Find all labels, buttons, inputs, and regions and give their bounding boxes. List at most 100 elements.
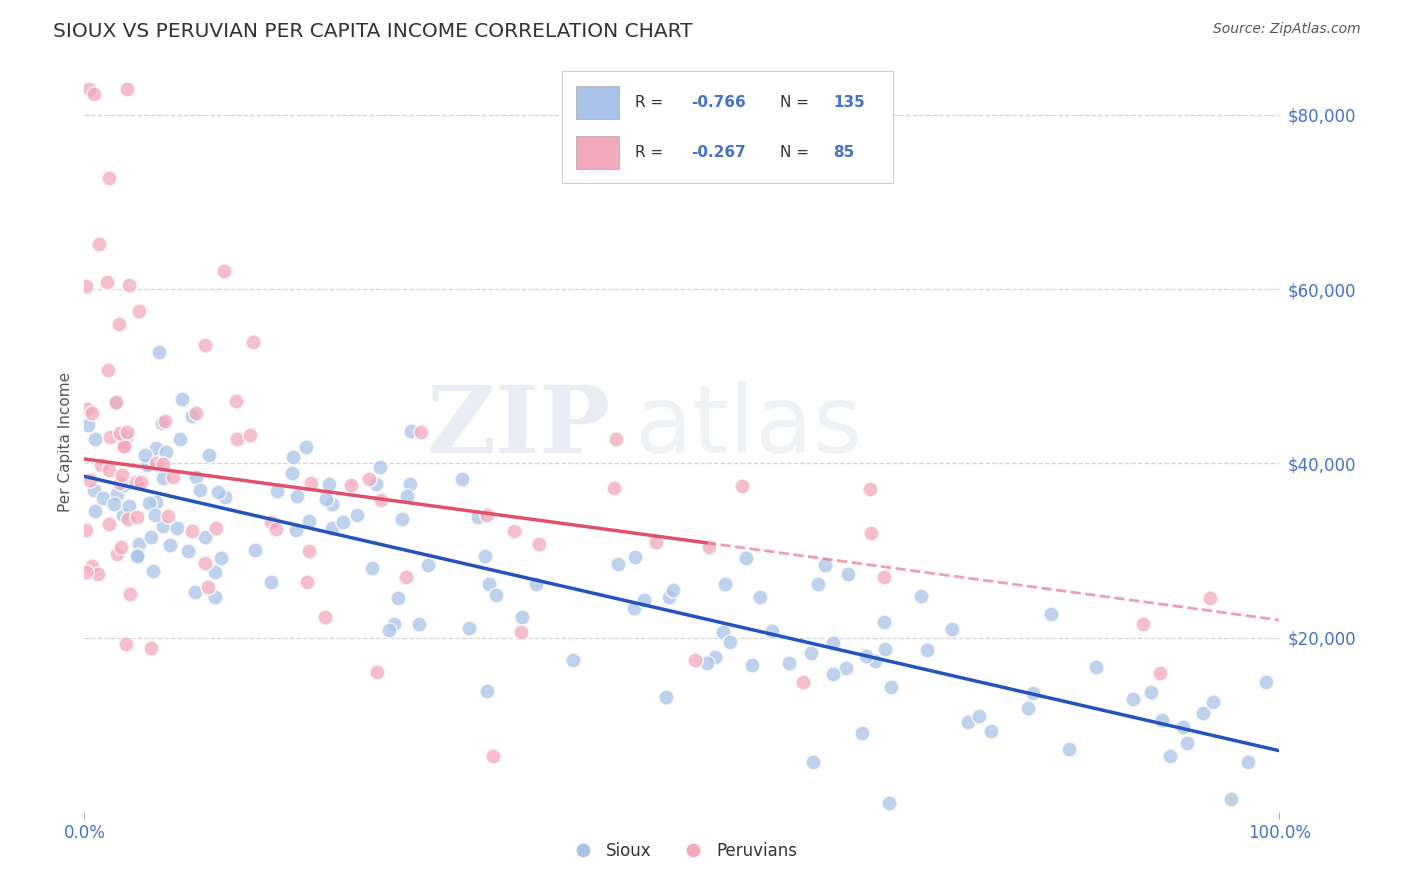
Point — [83, 483, 105, 497]
Point — [83, 87, 105, 102]
Point — [458, 621, 481, 635]
Point — [100, 430, 122, 444]
Point — [193, 530, 215, 544]
Point — [145, 456, 167, 470]
Point — [1202, 695, 1225, 709]
Point — [108, 475, 131, 490]
Point — [80, 558, 103, 573]
Point — [1122, 691, 1144, 706]
Point — [408, 617, 430, 632]
Point — [633, 593, 655, 607]
Point — [806, 577, 828, 591]
Point — [478, 577, 501, 591]
Point — [138, 496, 160, 510]
Point — [238, 428, 260, 442]
Point — [97, 363, 120, 377]
Point — [699, 540, 721, 554]
Point — [915, 643, 938, 657]
Point — [111, 508, 134, 522]
Point — [298, 544, 321, 558]
Point — [624, 549, 647, 564]
Point — [399, 424, 422, 438]
Point — [155, 445, 177, 459]
Text: ZIP: ZIP — [426, 382, 610, 472]
Point — [467, 510, 489, 524]
Text: SIOUX VS PERUVIAN PER CAPITA INCOME CORRELATION CHART: SIOUX VS PERUVIAN PER CAPITA INCOME CORR… — [53, 22, 693, 41]
Point — [194, 338, 217, 352]
Bar — [575, 136, 619, 169]
Point — [225, 393, 247, 408]
Text: 135: 135 — [834, 95, 865, 110]
Point — [524, 577, 547, 591]
Point — [97, 516, 120, 531]
Point — [115, 637, 138, 651]
Point — [662, 582, 685, 597]
Point — [364, 476, 387, 491]
Point — [718, 634, 741, 648]
Point — [111, 434, 134, 448]
Point — [339, 478, 361, 492]
Point — [837, 566, 859, 581]
Point — [967, 709, 990, 723]
Text: R =: R = — [636, 95, 668, 110]
Point — [166, 521, 188, 535]
Point — [1017, 701, 1039, 715]
Point — [872, 615, 894, 629]
Point — [863, 654, 886, 668]
Bar — [575, 86, 619, 120]
Point — [156, 509, 179, 524]
Point — [956, 714, 979, 729]
Point — [605, 432, 627, 446]
Point — [114, 430, 136, 444]
Point — [860, 526, 883, 541]
Point — [180, 524, 202, 539]
Point — [281, 450, 304, 464]
Point — [814, 558, 837, 572]
Point — [623, 601, 645, 615]
Point — [136, 458, 159, 473]
Point — [212, 264, 235, 278]
Point — [150, 416, 173, 430]
Point — [153, 414, 176, 428]
Point — [877, 796, 900, 810]
Point — [368, 460, 391, 475]
Point — [105, 547, 128, 561]
Point — [603, 481, 626, 495]
Legend: Sioux, Peruvians: Sioux, Peruvians — [560, 835, 804, 866]
Text: atlas: atlas — [634, 381, 862, 473]
Text: -0.766: -0.766 — [692, 95, 747, 110]
Point — [1173, 720, 1195, 734]
Point — [284, 523, 307, 537]
Point — [366, 665, 388, 679]
Point — [409, 425, 432, 439]
Point — [1254, 674, 1277, 689]
Point — [475, 684, 498, 698]
Point — [260, 575, 283, 590]
Point — [98, 170, 121, 185]
Point — [485, 588, 508, 602]
Point — [111, 467, 134, 482]
Point — [655, 690, 678, 704]
Point — [357, 472, 380, 486]
Point — [84, 433, 107, 447]
Point — [152, 457, 174, 471]
Point — [170, 392, 193, 406]
Point — [281, 466, 304, 480]
Point — [105, 487, 128, 501]
Point — [475, 508, 498, 522]
Point — [104, 395, 127, 409]
Point — [162, 470, 184, 484]
Point — [821, 667, 844, 681]
Point — [243, 543, 266, 558]
Point — [474, 549, 496, 563]
Point — [242, 335, 264, 350]
Point — [851, 726, 873, 740]
Point — [800, 646, 823, 660]
Y-axis label: Per Capita Income: Per Capita Income — [58, 371, 73, 512]
Point — [321, 521, 343, 535]
Point — [110, 541, 132, 555]
Point — [295, 440, 318, 454]
Point — [1159, 749, 1181, 764]
Point — [114, 439, 136, 453]
Point — [75, 565, 97, 579]
